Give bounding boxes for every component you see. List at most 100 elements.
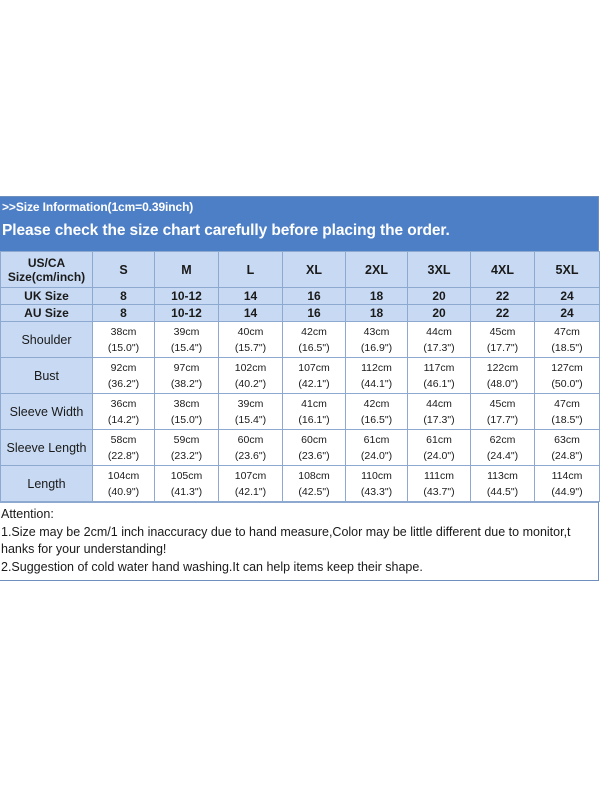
au-size-cell: 14 — [218, 304, 283, 322]
measurement-row: Shoulder 38cm (15.0") 39cm (15.4") 40cm (15.7"… — [0, 321, 600, 358]
cm-value: 44cm — [426, 397, 452, 410]
inch-value: (22.8") — [107, 449, 140, 462]
measurement-cell: 97cm (38.2") — [154, 357, 219, 394]
measurement-cell: 102cm (40.2") — [218, 357, 283, 394]
inch-value: (15.0") — [107, 341, 140, 354]
measurement-cell: 107cm (42.1") — [282, 357, 346, 394]
measurement-cell: 40cm (15.7") — [218, 321, 283, 358]
cm-value: 110cm — [361, 469, 392, 482]
inch-value: (42.5") — [298, 485, 330, 498]
inch-value: (17.7") — [486, 341, 519, 354]
measurement-row: Sleeve Length 58cm (22.8") 59cm (23.2") 60cm (… — [0, 429, 600, 466]
au-size-label: AU Size — [0, 304, 93, 322]
measurement-cell: 39cm (15.4") — [154, 321, 219, 358]
cm-value: 63cm — [554, 433, 580, 446]
measurement-cell: 110cm (43.3") — [345, 465, 408, 502]
measurement-cell: 43cm (16.9") — [345, 321, 408, 358]
cm-value: 43cm — [363, 325, 390, 338]
cm-value: 59cm — [173, 433, 200, 446]
cm-value: 39cm — [237, 397, 264, 410]
inch-value: (46.1") — [423, 377, 455, 390]
inch-value: (38.2") — [170, 377, 203, 390]
measurement-cell: 60cm (23.6") — [218, 429, 283, 466]
measurement-cell: 111cm (43.7") — [407, 465, 471, 502]
inch-value: (44.9") — [551, 485, 583, 498]
measurement-cell: 113cm (44.5") — [470, 465, 535, 502]
size-header-cell: 5XL — [534, 251, 600, 288]
inch-value: (16.1") — [298, 413, 330, 426]
inch-value: (23.6") — [234, 449, 267, 462]
inch-value: (24.8") — [551, 449, 583, 462]
measurement-cell: 63cm (24.8") — [534, 429, 600, 466]
measurement-cell: 38cm (15.0") — [92, 321, 155, 358]
au-size-cell: 20 — [407, 304, 471, 322]
inch-value: (18.5") — [551, 413, 583, 426]
inch-value: (15.7") — [234, 341, 267, 354]
inch-value: (23.6") — [298, 449, 330, 462]
header-row: US/CA Size(cm/inch) S M L XL 2XL 3XL 4XL 5XL — [0, 251, 600, 288]
cm-value: 113cm — [487, 469, 518, 482]
inch-value: (14.2") — [107, 413, 140, 426]
measurement-label: Length — [0, 465, 93, 502]
measurement-row: Sleeve Width 36cm (14.2") 38cm (15.0") 39cm (1… — [0, 393, 600, 430]
cm-value: 58cm — [110, 433, 137, 446]
uk-size-label: UK Size — [0, 287, 93, 305]
cm-value: 45cm — [489, 325, 516, 338]
us-ca-label: US/CA — [27, 255, 66, 270]
inch-value: (24.0") — [360, 449, 393, 462]
uk-size-cell: 20 — [407, 287, 471, 305]
measurement-label: Shoulder — [0, 321, 93, 358]
inch-value: (17.7") — [486, 413, 519, 426]
attention-note-1: 1.Size may be 2cm/1 inch inaccuracy due … — [1, 524, 571, 557]
inch-value: (44.5") — [486, 485, 519, 498]
au-size-cell: 24 — [534, 304, 600, 322]
inch-value: (15.0") — [170, 413, 203, 426]
cm-value: 117cm — [423, 361, 455, 374]
measurement-cell: 59cm (23.2") — [154, 429, 219, 466]
cm-value: 47cm — [554, 397, 580, 410]
cm-value: 42cm — [301, 325, 327, 338]
uk-size-cell: 10-12 — [154, 287, 219, 305]
inch-value: (17.3") — [423, 413, 455, 426]
inch-value: (36.2") — [107, 377, 140, 390]
uk-size-cell: 22 — [470, 287, 535, 305]
size-chart: >>Size Information(1cm=0.39inch) Please … — [0, 196, 600, 581]
uk-size-cell: 16 — [282, 287, 346, 305]
attention-note-2: 2.Suggestion of cold water hand washing.… — [1, 559, 423, 574]
cm-value: 107cm — [298, 361, 330, 374]
inch-value: (15.4") — [234, 413, 267, 426]
cm-value: 38cm — [173, 397, 200, 410]
au-size-cell: 22 — [470, 304, 535, 322]
inch-value: (43.7") — [423, 485, 455, 498]
inch-value: (40.2") — [234, 377, 267, 390]
us-ca-size-header: US/CA Size(cm/inch) — [0, 251, 93, 288]
size-header-cell: S — [92, 251, 155, 288]
measurement-cell: 112cm (44.1") — [345, 357, 408, 394]
cm-value: 102cm — [234, 361, 267, 374]
measurement-cell: 45cm (17.7") — [470, 321, 535, 358]
cm-value: 45cm — [489, 397, 516, 410]
attention-notes: Attention: 1.Size may be 2cm/1 inch inac… — [0, 502, 598, 580]
au-size-cell: 16 — [282, 304, 346, 322]
inch-value: (23.2") — [170, 449, 203, 462]
uk-size-cell: 14 — [218, 287, 283, 305]
measurement-cell: 107cm (42.1") — [218, 465, 283, 502]
size-header-cell: L — [218, 251, 283, 288]
measurement-cell: 114cm (44.9") — [534, 465, 600, 502]
cm-value: 40cm — [237, 325, 264, 338]
measurement-cell: 117cm (46.1") — [407, 357, 471, 394]
cm-value: 92cm — [110, 361, 137, 374]
inch-value: (48.0") — [486, 377, 519, 390]
measurement-cell: 47cm (18.5") — [534, 321, 600, 358]
au-size-cell: 18 — [345, 304, 408, 322]
inch-value: (17.3") — [423, 341, 455, 354]
measurement-cell: 62cm (24.4") — [470, 429, 535, 466]
uk-size-cell: 18 — [345, 287, 408, 305]
au-size-cell: 8 — [92, 304, 155, 322]
cm-value: 114cm — [551, 469, 583, 482]
inch-value: (16.9") — [360, 341, 393, 354]
cm-value: 60cm — [301, 433, 327, 446]
size-info-title: >>Size Information(1cm=0.39inch) — [2, 200, 194, 214]
measurement-cell: 60cm (23.6") — [282, 429, 346, 466]
au-size-cell: 10-12 — [154, 304, 219, 322]
